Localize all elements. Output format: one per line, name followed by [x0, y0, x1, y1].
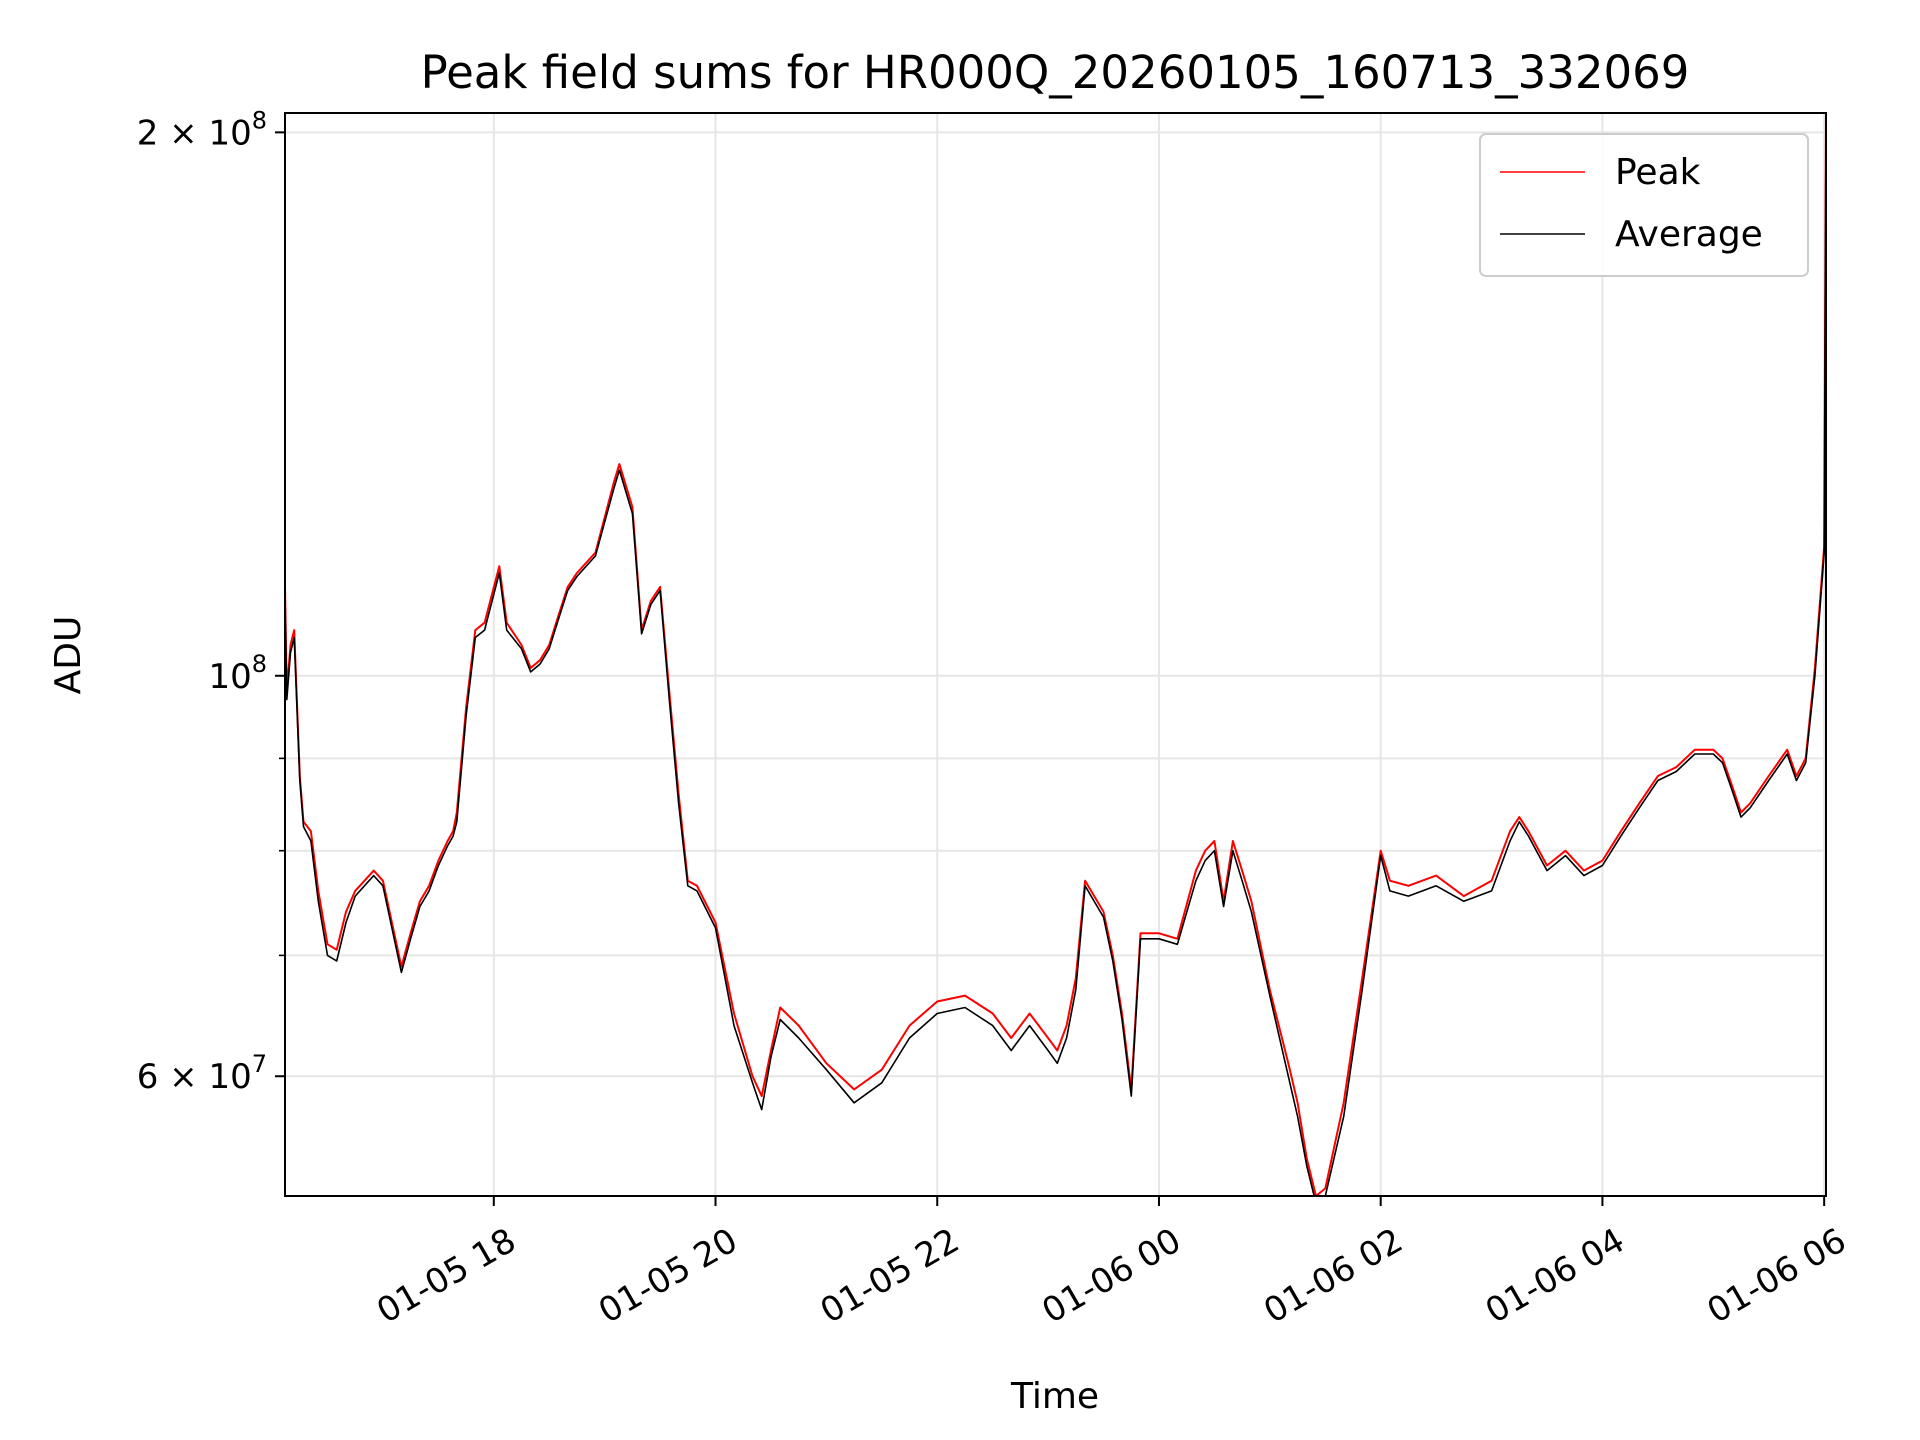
series-line-peak — [285, 113, 1826, 1196]
plot-series — [285, 113, 1826, 1196]
y-tick-base: 2 × 10 — [137, 113, 252, 153]
y-tick-exponent: 8 — [252, 106, 267, 134]
legend-box — [1479, 133, 1809, 277]
legend-label-peak: Peak — [1615, 152, 1701, 193]
plot-frame — [284, 112, 1827, 1197]
series-line-average — [285, 116, 1826, 1196]
y-tick-label: 2 × 108 — [137, 106, 267, 153]
y-tick-base: 10 — [208, 657, 251, 697]
y-axis-label: ADU — [48, 616, 89, 695]
y-tick-label: 6 × 107 — [137, 1050, 267, 1097]
y-tick-base: 6 × 10 — [137, 1057, 252, 1097]
y-tick-exponent: 7 — [252, 1050, 267, 1078]
y-tick-exponent: 8 — [252, 650, 267, 678]
chart-title: Peak field sums for HR000Q_20260105_1607… — [421, 46, 1690, 99]
grid-lines — [285, 113, 1826, 1196]
legend-label-average: Average — [1615, 214, 1763, 255]
x-axis-label: Time — [1010, 1376, 1099, 1417]
y-tick-label: 108 — [208, 650, 267, 697]
legend: Peak Average — [1479, 133, 1809, 277]
